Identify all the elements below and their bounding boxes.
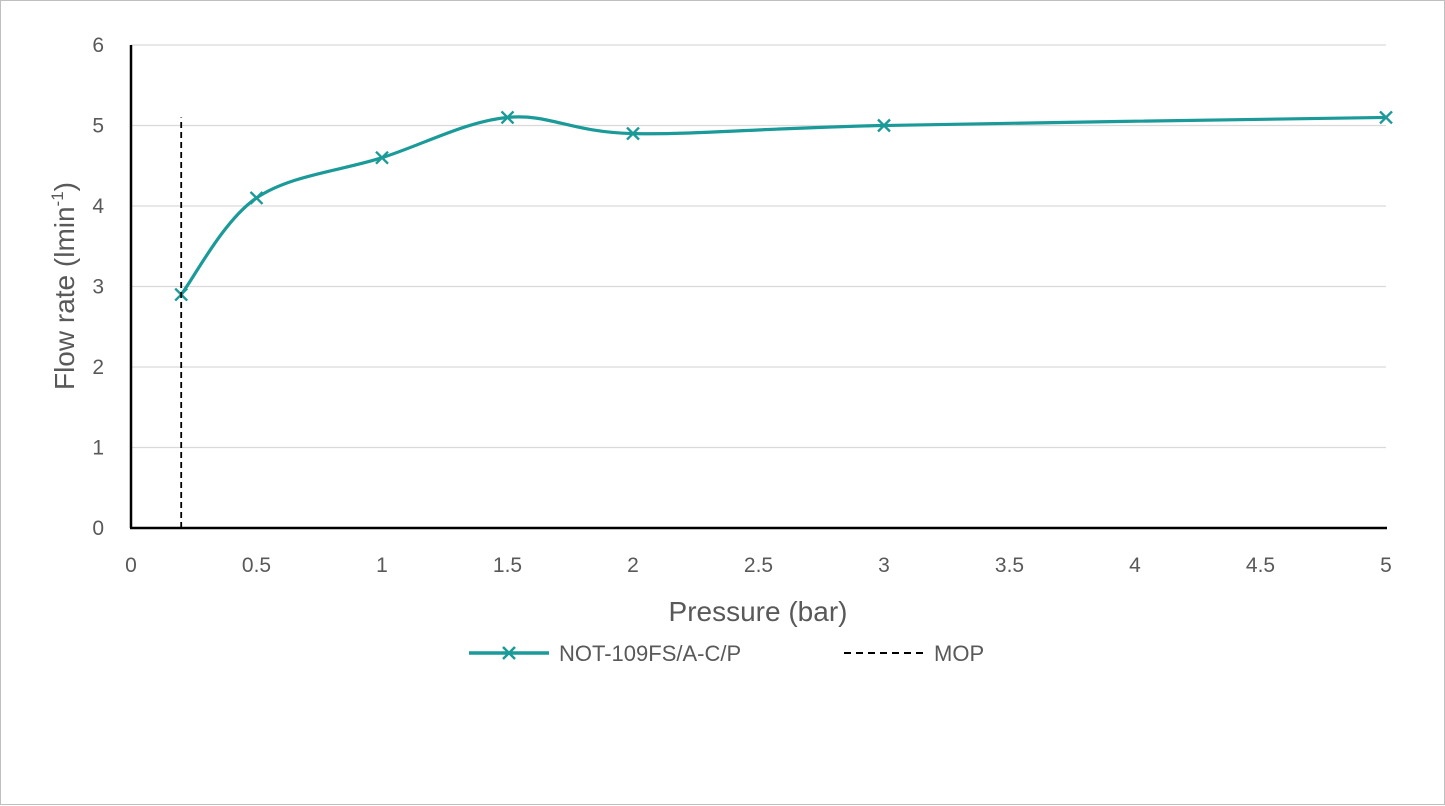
data-point-marker — [626, 126, 640, 141]
y-axis-title-superscript: -1 — [48, 191, 67, 206]
y-tick-label: 1 — [92, 437, 104, 460]
legend-item-mop: MOP — [844, 641, 984, 666]
y-axis-title-main: Flow rate (lmin — [49, 206, 80, 390]
y-tick-label: 5 — [92, 115, 104, 138]
data-point-marker — [249, 191, 264, 205]
y-axis-title-suffix: ) — [49, 182, 80, 191]
y-tick-label: 4 — [92, 195, 104, 218]
x-tick-label: 2 — [627, 554, 639, 577]
data-point-marker — [877, 118, 891, 133]
x-tick-label: 3.5 — [995, 554, 1024, 577]
gridlines — [131, 44, 1386, 449]
y-tick-label: 3 — [92, 276, 104, 299]
y-axis-title: Flow rate (lmin-1) — [48, 182, 80, 390]
data-point-marker — [1379, 110, 1393, 125]
x-tick-label: 4 — [1129, 554, 1141, 577]
x-tick-label: 0.5 — [242, 554, 271, 577]
data-point-marker — [375, 150, 389, 165]
y-tick-label: 0 — [92, 517, 104, 540]
legend-label-series: NOT-109FS/A-C/P — [559, 641, 741, 666]
series-line — [179, 115, 1387, 296]
x-tick-label: 1.5 — [493, 554, 522, 577]
x-tick-label: 1 — [376, 554, 388, 577]
legend-item-series: NOT-109FS/A-C/P — [469, 641, 741, 666]
legend-x-marker — [502, 646, 516, 660]
x-tick-labels: 0 0.5 1 1.5 2 2.5 3 3.5 4 4.5 5 — [125, 554, 1392, 577]
x-tick-label: 5 — [1380, 554, 1392, 577]
legend: NOT-109FS/A-C/P MOP — [469, 641, 984, 666]
legend-label-mop: MOP — [934, 641, 984, 666]
x-axis-title: Pressure (bar) — [669, 596, 848, 627]
y-tick-label: 6 — [92, 34, 104, 57]
x-tick-label: 0 — [125, 554, 137, 577]
data-point-marker — [500, 110, 515, 125]
x-tick-label: 4.5 — [1246, 554, 1275, 577]
axes — [129, 45, 1387, 530]
x-tick-label: 2.5 — [744, 554, 773, 577]
y-tick-labels: 0 1 2 3 4 5 6 — [92, 34, 104, 540]
series-group — [174, 110, 1393, 528]
y-tick-label: 2 — [92, 356, 104, 379]
x-tick-label: 3 — [878, 554, 890, 577]
